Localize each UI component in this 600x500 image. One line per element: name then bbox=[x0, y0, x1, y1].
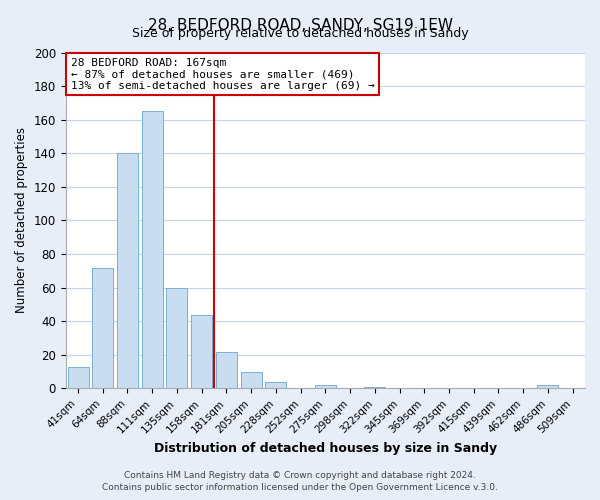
Bar bbox=[538, 385, 559, 388]
Text: 28, BEDFORD ROAD, SANDY, SG19 1EW: 28, BEDFORD ROAD, SANDY, SG19 1EW bbox=[148, 18, 452, 32]
Bar bbox=[166, 288, 187, 388]
Text: Size of property relative to detached houses in Sandy: Size of property relative to detached ho… bbox=[131, 28, 469, 40]
Bar bbox=[191, 314, 212, 388]
Bar bbox=[216, 352, 237, 389]
Bar bbox=[92, 268, 113, 388]
X-axis label: Distribution of detached houses by size in Sandy: Distribution of detached houses by size … bbox=[154, 442, 497, 455]
Bar bbox=[364, 387, 385, 388]
Y-axis label: Number of detached properties: Number of detached properties bbox=[15, 128, 28, 314]
Bar bbox=[117, 154, 138, 388]
Text: Contains HM Land Registry data © Crown copyright and database right 2024.
Contai: Contains HM Land Registry data © Crown c… bbox=[102, 471, 498, 492]
Text: 28 BEDFORD ROAD: 167sqm
← 87% of detached houses are smaller (469)
13% of semi-d: 28 BEDFORD ROAD: 167sqm ← 87% of detache… bbox=[71, 58, 374, 90]
Bar bbox=[315, 385, 336, 388]
Bar bbox=[241, 372, 262, 388]
Bar bbox=[142, 112, 163, 388]
Bar bbox=[68, 366, 89, 388]
Bar bbox=[265, 382, 286, 388]
